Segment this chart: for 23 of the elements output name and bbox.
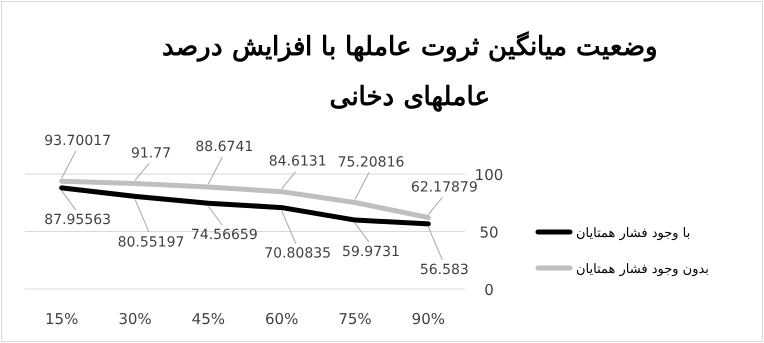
data-label: 91.77 bbox=[130, 145, 172, 162]
data-label: 70.80835 bbox=[264, 246, 332, 262]
x-tick-label: 60% bbox=[264, 310, 298, 328]
y-tick-label: 50 bbox=[479, 224, 499, 242]
x-tick-label: 15% bbox=[44, 310, 78, 328]
data-label: 74.56659 bbox=[190, 227, 258, 244]
x-tick-label: 75% bbox=[338, 310, 372, 328]
legend-label: با وجود فشار همتایان bbox=[576, 226, 690, 241]
data-label: 84.6131 bbox=[268, 154, 327, 170]
data-label: 59.9731 bbox=[342, 244, 400, 260]
x-tick-label: 90% bbox=[412, 310, 446, 328]
data-label: 75.20816 bbox=[338, 154, 404, 171]
x-tick-label: 45% bbox=[192, 310, 226, 328]
data-label: 93.70017 bbox=[44, 133, 112, 150]
y-tick-label: 0 bbox=[484, 281, 494, 299]
chart-title: وضعیت میانگین ثروت عاملها با افزایش درصد عاملهای دخانی bbox=[160, 30, 660, 114]
data-label: 87.95563 bbox=[44, 212, 112, 228]
x-tick-label: 30% bbox=[118, 310, 152, 328]
data-label: 80.55197 bbox=[118, 234, 184, 250]
data-label: 56.583 bbox=[420, 262, 469, 278]
legend-label: بدون وجود فشار همتایان bbox=[576, 262, 709, 277]
data-label: 88.6741 bbox=[195, 139, 254, 156]
data-label: 62.17879 bbox=[410, 179, 478, 196]
